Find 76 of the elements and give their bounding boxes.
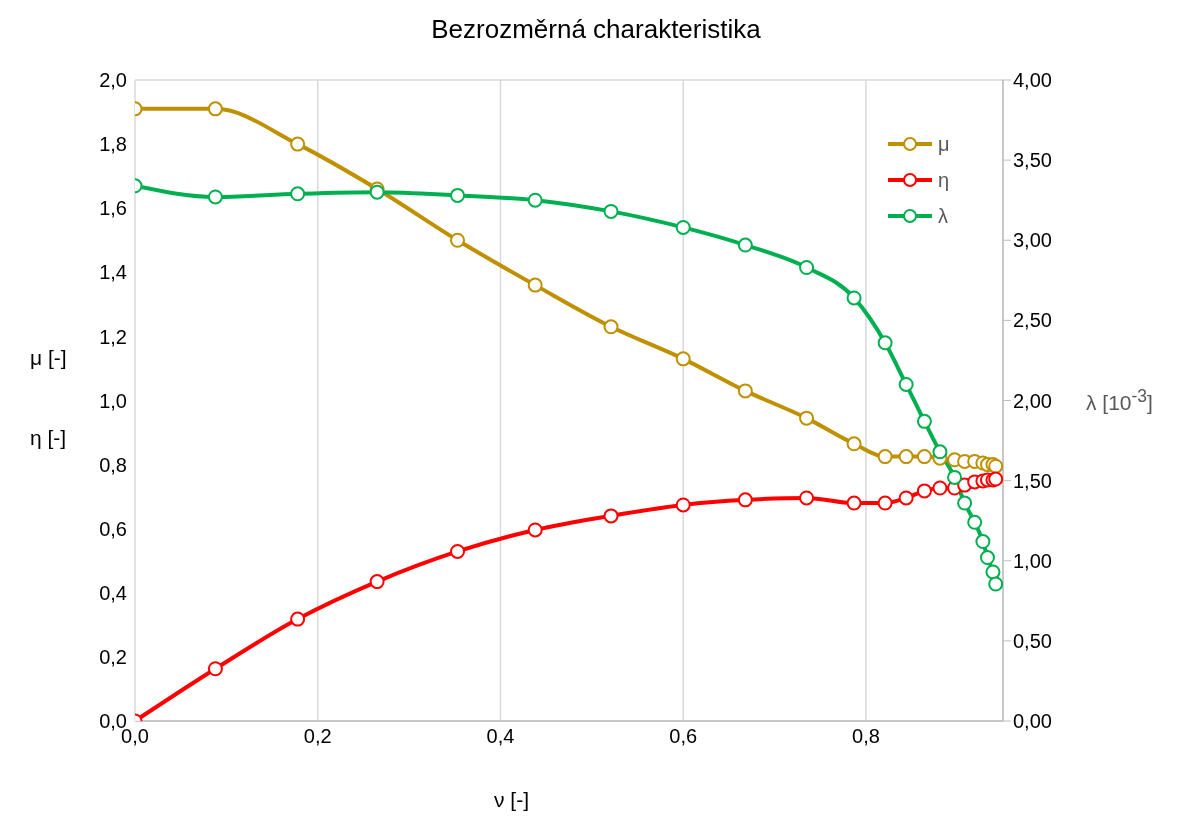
point (290, 186, 306, 202)
y-tick-label: 0,4 (99, 581, 127, 604)
y2-tick-label: 2,50 (1013, 309, 1052, 332)
y-tick-label: 2,0 (99, 69, 127, 92)
point (898, 376, 914, 392)
point (737, 237, 753, 253)
y2-tick-label: 0,00 (1013, 710, 1052, 733)
point (527, 192, 543, 208)
point (979, 550, 995, 566)
point (932, 444, 948, 460)
y2-axis-title: λ [10$^{-3}$] (1086, 386, 1153, 414)
y-tick-label: 1,8 (99, 133, 127, 156)
point (985, 564, 1001, 580)
point (290, 611, 306, 627)
point (877, 335, 893, 351)
point (877, 495, 893, 511)
y-tick-label: 0,2 (99, 646, 127, 668)
y-tick-label: 0,8 (99, 453, 127, 476)
point (369, 574, 385, 590)
point (916, 483, 932, 499)
point (450, 543, 466, 559)
point (916, 413, 932, 429)
legend-label: μ (938, 132, 950, 156)
x-tick-label: 0,4 (486, 725, 515, 748)
point (846, 436, 862, 452)
point (799, 259, 815, 275)
point (967, 514, 983, 530)
y-tick-label: 0,6 (99, 517, 127, 540)
point (932, 480, 948, 496)
point (675, 219, 691, 235)
point (898, 490, 914, 506)
y2-tick-label: 4,00 (1013, 69, 1052, 92)
point (603, 319, 619, 335)
x-tick-label: 0,8 (852, 725, 880, 748)
chart-title: Bezrozměrná charakteristika (430, 14, 762, 45)
point (975, 534, 991, 550)
point (737, 383, 753, 399)
y2-tick-label: 0,50 (1013, 629, 1052, 652)
point (799, 410, 815, 426)
y-tick-label: 1,6 (99, 197, 127, 220)
x-tick-label: 0,6 (669, 725, 698, 748)
point (737, 492, 753, 508)
y-tick-label: 1,4 (99, 261, 127, 284)
point (846, 495, 862, 511)
y2-tick-label: 3,50 (1013, 149, 1052, 172)
point (675, 351, 691, 367)
point (527, 277, 543, 293)
point (877, 449, 893, 465)
point (450, 232, 466, 248)
point (947, 469, 963, 485)
y2-tick-label: 3,00 (1013, 229, 1052, 252)
point (207, 101, 223, 117)
point (603, 203, 619, 219)
y2-tick-label: 1,50 (1013, 469, 1052, 492)
text: μ [-] η [-] (30, 346, 67, 449)
point (799, 490, 815, 506)
legend-label: λ (938, 204, 948, 228)
point (988, 576, 1003, 592)
point (450, 187, 466, 203)
point (846, 290, 862, 306)
legend-label: η (938, 168, 950, 192)
y-tick-label: 1,2 (99, 325, 127, 348)
point (527, 522, 543, 538)
y2-tick-label: 2,00 (1013, 389, 1052, 412)
point (898, 449, 914, 465)
point (290, 136, 306, 152)
point (207, 661, 223, 677)
x-tick-label: 0,2 (303, 725, 332, 748)
point (675, 497, 691, 513)
point (916, 449, 932, 465)
y-tick-label: 1,0 (99, 389, 127, 412)
y2-tick-label: 1,00 (1013, 549, 1052, 572)
point (207, 189, 223, 205)
point (957, 495, 973, 511)
x-axis-title: ν [-] (494, 788, 529, 811)
point (603, 508, 619, 524)
